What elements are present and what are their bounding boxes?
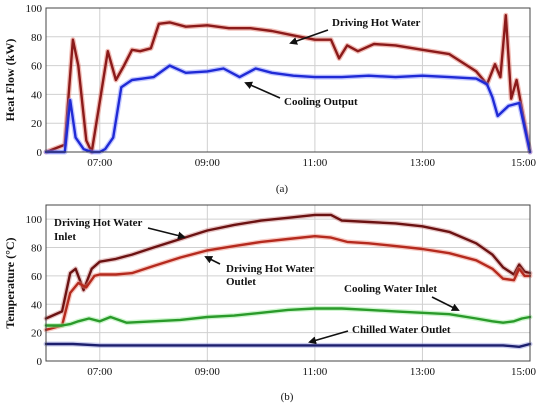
annotation-cooling-output: Cooling Output bbox=[284, 96, 358, 108]
panel-b-x-tick-label: 07:00 bbox=[87, 366, 113, 378]
panel-b-y-tick-label: 80 bbox=[31, 243, 43, 255]
annotation-driving-hot-water-outlet-line2: Outlet bbox=[226, 276, 256, 288]
panel-b-y-tick-label: 20 bbox=[31, 328, 43, 340]
annotation-driving-hot-water: Driving Hot Water bbox=[332, 17, 421, 29]
arrow-driving-hot-water bbox=[289, 29, 329, 45]
panel-b-x-ticks: 07:00 09:00 11:00 13:00 15:00 bbox=[87, 366, 536, 378]
annotation-cooling-water-inlet: Cooling Water Inlet bbox=[344, 283, 437, 295]
series-line-driving-hot-water-inlet bbox=[44, 213, 532, 320]
annotation-driving-hot-water-inlet: Driving Hot Water Inlet bbox=[54, 217, 145, 243]
arrow-cooling-output bbox=[244, 81, 281, 99]
panel-b-y-ticks: 0 20 40 60 80 100 bbox=[26, 214, 43, 368]
panel-b-x-tick-label: 09:00 bbox=[195, 366, 221, 378]
panel-a-label: (a) bbox=[276, 183, 289, 195]
panel-b-y-tick-label: 100 bbox=[26, 214, 43, 226]
panel-b-frame bbox=[45, 204, 531, 362]
annotation-driving-hot-water-outlet-line1: Driving Hot Water bbox=[226, 263, 315, 275]
series-glow-driving-hot-water bbox=[43, 12, 533, 155]
annotation-driving-hot-water-inlet-line2: Inlet bbox=[54, 231, 76, 243]
panel-a-x-tick-label: 09:00 bbox=[195, 157, 221, 169]
panel-a-frame bbox=[45, 7, 531, 153]
panel-b-series bbox=[43, 212, 533, 350]
panel-b-x-tick-label: 11:00 bbox=[303, 366, 328, 378]
annotation-driving-hot-water-inlet-line1: Driving Hot Water bbox=[54, 217, 143, 229]
annotation-chilled-water-outlet: Chilled Water Outlet bbox=[352, 324, 451, 336]
panel-a-heat-flow: 0 20 40 60 80 100 07:00 09:00 11:00 13:00 15:00 H… bbox=[3, 3, 536, 195]
panel-b-y-tick-label: 0 bbox=[37, 356, 43, 368]
arrow-driving-hot-water-outlet bbox=[204, 256, 221, 265]
series-line-driving-hot-water-outlet bbox=[44, 234, 532, 331]
panel-a-x-tick-label: 15:00 bbox=[511, 157, 537, 169]
panel-a-y-tick-label: 20 bbox=[31, 118, 43, 130]
panel-a-x-tick-label: 11:00 bbox=[303, 157, 328, 169]
panel-a-y-tick-label: 100 bbox=[26, 3, 43, 15]
panel-a-series bbox=[43, 12, 533, 155]
panel-a-x-tick-label: 13:00 bbox=[410, 157, 436, 169]
series-line-cooling-water-inlet bbox=[44, 307, 532, 327]
panel-a-x-tick-label: 07:00 bbox=[87, 157, 113, 169]
series-line-driving-hot-water bbox=[44, 13, 532, 154]
arrow-chilled-water-outlet bbox=[308, 330, 349, 345]
panel-b-y-axis-title: Temperature (°C) bbox=[3, 237, 17, 328]
panel-a-y-ticks: 0 20 40 60 80 100 bbox=[26, 3, 43, 159]
arrow-cooling-water-inlet bbox=[431, 296, 460, 311]
panel-b-y-tick-label: 40 bbox=[31, 299, 43, 311]
panel-a-y-tick-label: 40 bbox=[31, 89, 43, 101]
panel-b-y-tick-label: 60 bbox=[31, 271, 43, 283]
arrow-driving-hot-water-inlet bbox=[147, 227, 186, 240]
series-line-chilled-water-outlet bbox=[44, 342, 532, 348]
panel-a-y-tick-label: 80 bbox=[31, 32, 43, 44]
panel-a-y-axis-title: Heat Flow (kW) bbox=[3, 39, 17, 122]
panel-b-x-tick-label: 15:00 bbox=[511, 366, 537, 378]
panel-b-label: (b) bbox=[281, 391, 294, 403]
annotation-driving-hot-water-outlet: Driving Hot Water Outlet bbox=[226, 263, 317, 288]
panel-a-y-tick-label: 60 bbox=[31, 61, 43, 73]
panel-a-y-tick-label: 0 bbox=[37, 147, 43, 159]
panel-b-x-tick-label: 13:00 bbox=[410, 366, 436, 378]
panel-a-x-ticks: 07:00 09:00 11:00 13:00 15:00 bbox=[87, 157, 536, 169]
panel-b-temperature: 0 20 40 60 80 100 07:00 09:00 11:00 13:00 15:00 T… bbox=[3, 204, 536, 403]
